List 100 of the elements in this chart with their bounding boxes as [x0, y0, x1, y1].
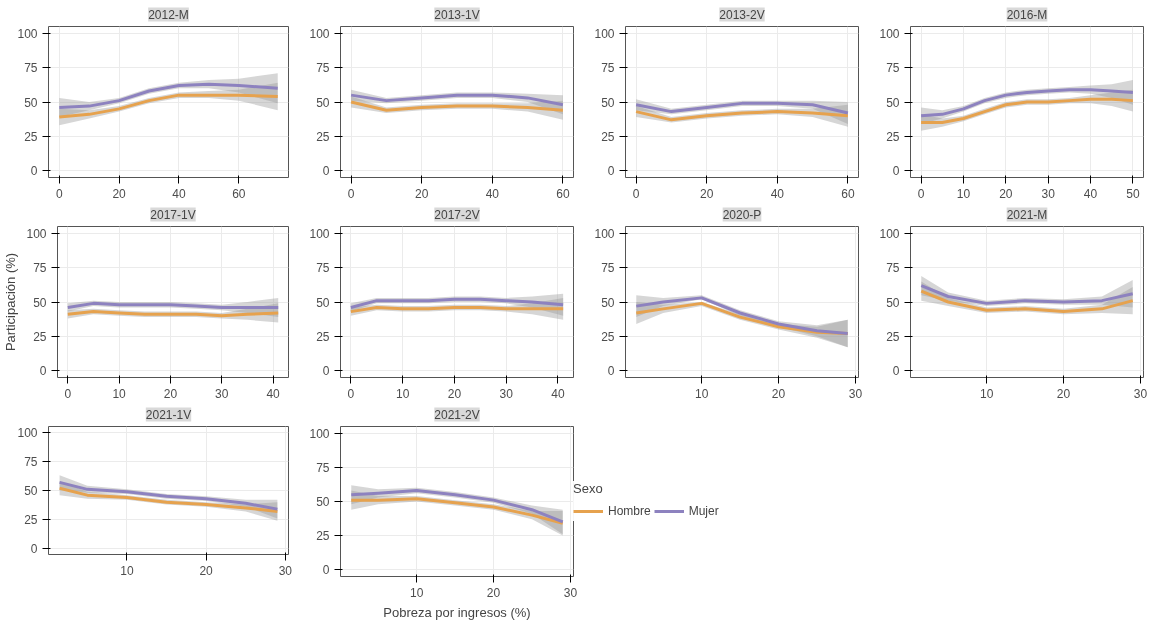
- x-tick-label: 20: [415, 186, 429, 201]
- y-tick-label: 100: [594, 26, 615, 41]
- y-tick-label: 100: [17, 425, 38, 440]
- x-tick-label: 40: [770, 186, 785, 201]
- y-tick-label: 100: [309, 226, 330, 241]
- y-tick-label: 0: [892, 164, 900, 179]
- x-axis-title: Pobreza por ingresos (%): [383, 604, 531, 620]
- y-tick-label: 100: [879, 226, 900, 241]
- y-tick-label: 25: [24, 513, 38, 528]
- x-tick-label: 20: [112, 186, 127, 201]
- y-tick-label: 0: [39, 364, 47, 379]
- y-tick-label: 75: [886, 61, 900, 76]
- x-tick-label: 20: [999, 186, 1013, 201]
- x-tick-label: 20: [1056, 386, 1071, 401]
- x-tick-label: 20: [447, 386, 462, 401]
- y-tick-label: 75: [316, 61, 330, 76]
- y-tick-label: 75: [24, 61, 38, 76]
- x-tick-label: 20: [199, 563, 214, 578]
- y-tick-label: 25: [601, 329, 615, 344]
- x-tick-label: 30: [563, 585, 578, 600]
- x-tick-label: 10: [112, 386, 127, 401]
- y-tick-label: 25: [886, 129, 900, 144]
- y-tick-label: 50: [24, 95, 38, 110]
- line-series: [919, 97, 1135, 125]
- y-tick-label: 50: [33, 295, 47, 310]
- x-tick-label: 20: [486, 585, 501, 600]
- y-axis-title: Participación (%): [3, 252, 19, 352]
- y-tick-label: 25: [24, 129, 38, 144]
- x-tick-label: 0: [632, 186, 640, 201]
- y-tick-label: 25: [316, 329, 330, 344]
- x-tick-label: 50: [1126, 186, 1140, 201]
- line-series: [349, 93, 565, 107]
- x-tick-label: 20: [771, 386, 786, 401]
- x-tick-label: 0: [64, 386, 72, 401]
- y-tick-label: 50: [316, 295, 330, 310]
- x-tick-label: 10: [120, 563, 134, 578]
- x-tick-label: 40: [1083, 186, 1098, 201]
- x-tick-label: 20: [700, 186, 714, 201]
- line-series: [919, 88, 1135, 118]
- y-tick-label: 100: [879, 26, 900, 41]
- y-tick-label: 0: [322, 364, 330, 379]
- x-tick-label: 10: [694, 386, 709, 401]
- x-tick-label: 60: [841, 186, 855, 201]
- y-tick-label: 25: [601, 129, 615, 144]
- line-series: [634, 110, 850, 122]
- y-tick-label: 75: [601, 261, 615, 276]
- y-tick-label: 50: [601, 95, 615, 110]
- x-tick-label: 40: [551, 386, 565, 401]
- y-tick-label: 100: [26, 226, 47, 241]
- legend-title: Sexo: [573, 481, 604, 496]
- chart-title: 2021-1V: [145, 407, 192, 422]
- legend-label: Mujer: [688, 504, 719, 518]
- y-tick-label: 50: [316, 495, 330, 509]
- x-tick-label: 30: [1133, 386, 1148, 401]
- line-series: [57, 93, 280, 119]
- x-tick-label: 20: [163, 386, 178, 401]
- y-tick-label: 75: [316, 460, 330, 475]
- x-tick-label: 30: [1041, 186, 1056, 201]
- chart-title: 2021-M: [1006, 207, 1048, 222]
- x-tick-label: 40: [485, 186, 500, 201]
- y-tick-label: 50: [886, 295, 900, 310]
- chart-title: 2021-2V: [434, 407, 480, 422]
- x-tick-label: 0: [347, 386, 355, 401]
- y-tick-label: 75: [24, 454, 38, 469]
- line-series: [349, 297, 565, 309]
- y-tick-label: 50: [316, 95, 330, 110]
- y-tick-label: 0: [30, 542, 38, 557]
- line-series: [58, 480, 279, 511]
- x-tick-label: 30: [499, 386, 514, 401]
- y-tick-label: 0: [30, 164, 38, 179]
- chart-title: 2013-2V: [719, 7, 765, 22]
- x-tick-label: 30: [215, 386, 229, 401]
- y-tick-label: 0: [892, 364, 900, 379]
- y-tick-label: 0: [322, 164, 330, 179]
- y-tick-label: 100: [594, 226, 615, 241]
- x-tick-label: 60: [556, 186, 570, 201]
- chart-title: 2013-1V: [434, 7, 480, 22]
- y-tick-label: 100: [309, 426, 330, 441]
- line-series: [349, 497, 565, 525]
- y-tick-label: 100: [17, 26, 38, 41]
- chart-title: 2017-1V: [150, 207, 196, 222]
- chart-title: 2017-2V: [434, 207, 480, 222]
- y-tick-label: 0: [607, 164, 615, 179]
- line-series: [57, 82, 280, 109]
- y-tick-label: 75: [316, 261, 330, 276]
- line-series: [919, 284, 1135, 305]
- y-tick-label: 25: [33, 329, 47, 344]
- line-series: [349, 100, 565, 112]
- legend-label: Hombre: [608, 504, 651, 518]
- chart-title: 2016-M: [1006, 7, 1048, 22]
- x-tick-label: 30: [848, 386, 863, 401]
- x-tick-label: 30: [278, 563, 293, 578]
- chart-title: 2020-P: [722, 207, 762, 222]
- x-tick-label: 0: [917, 186, 925, 201]
- line-series: [919, 289, 1135, 314]
- x-tick-label: 0: [347, 186, 355, 201]
- x-tick-label: 40: [172, 186, 186, 201]
- x-tick-label: 40: [266, 386, 281, 401]
- y-tick-label: 25: [886, 329, 900, 344]
- y-tick-label: 50: [601, 295, 615, 310]
